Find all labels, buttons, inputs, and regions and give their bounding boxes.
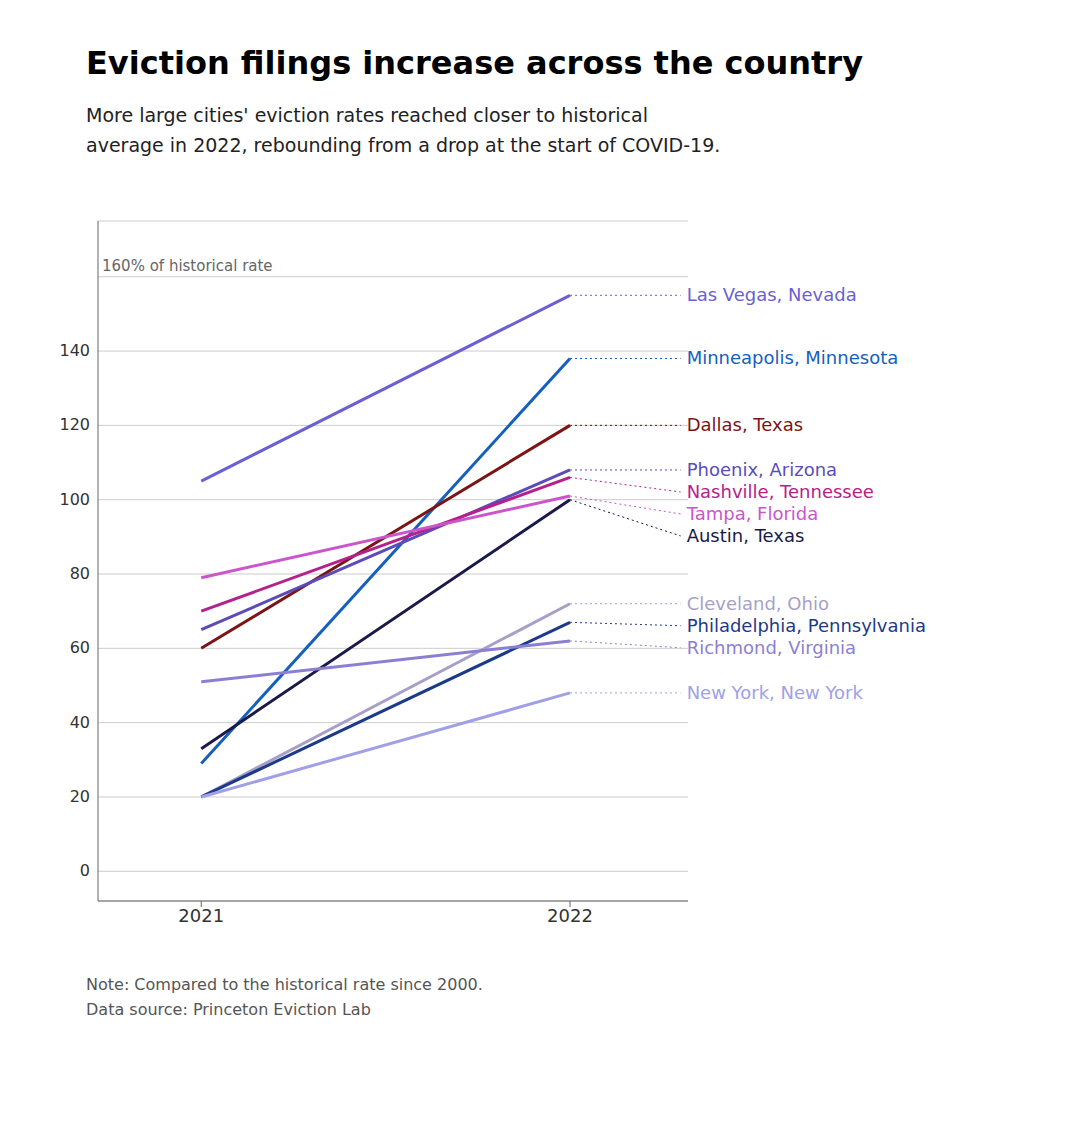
svg-text:Phoenix, Arizona: Phoenix, Arizona — [687, 459, 837, 480]
svg-text:140: 140 — [59, 341, 90, 360]
svg-text:60: 60 — [70, 638, 90, 657]
svg-text:0: 0 — [80, 861, 90, 880]
svg-text:Austin, Texas: Austin, Texas — [687, 525, 805, 546]
svg-text:Richmond, Virginia: Richmond, Virginia — [687, 637, 857, 658]
html-text:Note: Compared to the historic: Note: Compared to the historical rate si… — [86, 974, 483, 994]
svg-text:2021: 2021 — [178, 905, 224, 926]
svg-text:80: 80 — [70, 564, 90, 583]
html-text:Data source: Princeton Evictio: Data source: Princeton Eviction Lab — [86, 999, 371, 1019]
svg-text:Cleveland, Ohio: Cleveland, Ohio — [687, 593, 829, 614]
svg-text:Minneapolis, Minnesota: Minneapolis, Minnesota — [687, 347, 899, 368]
svg-text:120: 120 — [59, 415, 90, 434]
svg-text:Las Vegas, Nevada: Las Vegas, Nevada — [687, 284, 857, 305]
svg-text:100: 100 — [59, 489, 90, 508]
svg-text:Dallas, Texas: Dallas, Texas — [687, 414, 804, 435]
html-text:Eviction filings increase acro: Eviction filings increase across the cou… — [86, 44, 863, 82]
svg-text:2022: 2022 — [547, 905, 593, 926]
html-text:More large cities' eviction ra: More large cities' eviction rates reache… — [86, 104, 721, 157]
svg-text:Philadelphia, Pennsylvania: Philadelphia, Pennsylvania — [687, 615, 926, 636]
svg-text:20: 20 — [70, 787, 90, 806]
svg-text:New York, New York: New York, New York — [687, 682, 864, 703]
svg-text:Tampa, Florida: Tampa, Florida — [686, 503, 819, 524]
svg-text:160% of historical rate: 160% of historical rate — [102, 257, 273, 275]
svg-text:40: 40 — [70, 712, 90, 731]
svg-text:Nashville, Tennessee: Nashville, Tennessee — [687, 481, 874, 502]
